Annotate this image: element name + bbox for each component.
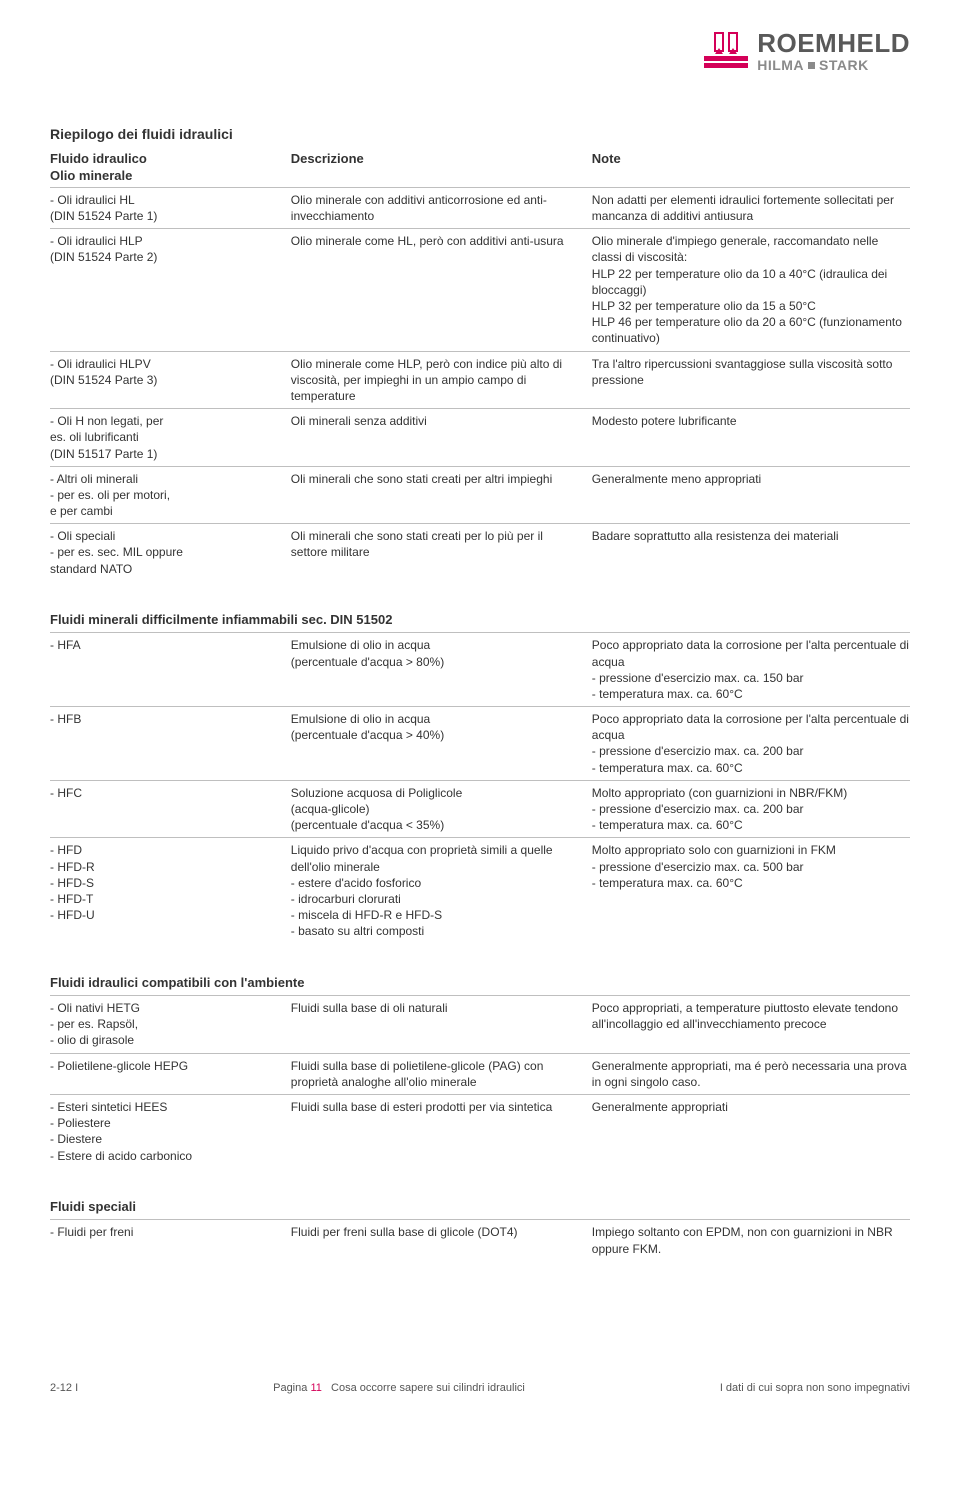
table-olio-minerale: Fluido idraulico Olio minerale Descrizio… bbox=[50, 150, 910, 581]
table-row: - Oli idraulici HL (DIN 51524 Parte 1)Ol… bbox=[50, 187, 910, 228]
cell: - HFC bbox=[50, 785, 291, 834]
col1-header: Fluido idraulico bbox=[50, 150, 281, 168]
table-speciali: - Fluidi per freniFluidi per freni sulla… bbox=[50, 1219, 910, 1260]
cell: - HFB bbox=[50, 711, 291, 776]
cell: Fluidi per freni sulla base di glicole (… bbox=[291, 1224, 592, 1256]
cell: - Esteri sintetici HEES - Poliestere - D… bbox=[50, 1099, 291, 1164]
cell: Fluidi sulla base di esteri prodotti per… bbox=[291, 1099, 592, 1164]
table-row: - Oli speciali - per es. sec. MIL oppure… bbox=[50, 523, 910, 581]
table-row: - HFBEmulsione di olio in acqua (percent… bbox=[50, 706, 910, 780]
cell: Liquido privo d'acqua con proprietà simi… bbox=[291, 842, 592, 939]
cell: Olio minerale come HLP, però con indice … bbox=[291, 356, 592, 405]
cell: Olio minerale con additivi anticorrosion… bbox=[291, 192, 592, 224]
cell: Oli minerali che sono stati creati per a… bbox=[291, 471, 592, 520]
table-ambiente: - Oli nativi HETG - per es. Rapsöl, - ol… bbox=[50, 995, 910, 1168]
footer-mid: Pagina 11 Cosa occorre sapere sui cilind… bbox=[273, 1381, 525, 1396]
cell: Emulsione di olio in acqua (percentuale … bbox=[291, 637, 592, 702]
table-row: - Fluidi per freniFluidi per freni sulla… bbox=[50, 1219, 910, 1260]
clamp-icon bbox=[703, 30, 749, 74]
table-row: - HFCSoluzione acquosa di Poliglicole (a… bbox=[50, 780, 910, 838]
footer-left: 2-12 I bbox=[50, 1381, 78, 1396]
cell: Tra l'altro ripercussioni svantaggiose s… bbox=[592, 356, 910, 405]
footer-right: I dati di cui sopra non sono impegnativi bbox=[720, 1381, 910, 1396]
section3-title: Fluidi idraulici compatibili con l'ambie… bbox=[50, 974, 910, 992]
cell: - Fluidi per freni bbox=[50, 1224, 291, 1256]
table-row: - Altri oli minerali - per es. oli per m… bbox=[50, 466, 910, 524]
cell: Generalmente appropriati bbox=[592, 1099, 910, 1164]
logo-main: ROEMHELD bbox=[757, 30, 910, 56]
cell: Molto appropriato solo con guarnizioni i… bbox=[592, 842, 910, 939]
cell: - Oli H non legati, per es. oli lubrific… bbox=[50, 413, 291, 462]
cell: Oli minerali senza additivi bbox=[291, 413, 592, 462]
page-header: ROEMHELD HILMASTARK bbox=[50, 30, 910, 75]
cell: - Oli idraulici HLPV (DIN 51524 Parte 3) bbox=[50, 356, 291, 405]
cell: Generalmente meno appropriati bbox=[592, 471, 910, 520]
col3-header: Note bbox=[592, 150, 910, 185]
logo-sub: HILMASTARK bbox=[757, 56, 869, 75]
cell: - Altri oli minerali - per es. oli per m… bbox=[50, 471, 291, 520]
section2-title: Fluidi minerali difficilmente infiammabi… bbox=[50, 611, 910, 629]
cell: Fluidi sulla base di polietilene-glicole… bbox=[291, 1058, 592, 1090]
cell: Badare soprattutto alla resistenza dei m… bbox=[592, 528, 910, 577]
cell: Non adatti per elementi idraulici fortem… bbox=[592, 192, 910, 224]
table-din51502: - HFAEmulsione di olio in acqua (percent… bbox=[50, 632, 910, 943]
table-row: - HFAEmulsione di olio in acqua (percent… bbox=[50, 632, 910, 706]
cell: Generalmente appropriati, ma é però nece… bbox=[592, 1058, 910, 1090]
table-row: - HFD - HFD-R - HFD-S - HFD-T - HFD-ULiq… bbox=[50, 837, 910, 943]
table-row: - Polietilene-glicole HEPGFluidi sulla b… bbox=[50, 1053, 910, 1094]
table-row: - Oli H non legati, per es. oli lubrific… bbox=[50, 408, 910, 466]
cell: Olio minerale d'impiego generale, raccom… bbox=[592, 233, 910, 346]
cell: Poco appropriato data la corrosione per … bbox=[592, 711, 910, 776]
page-number: 11 bbox=[310, 1382, 321, 1394]
cell: Olio minerale come HL, però con additivi… bbox=[291, 233, 592, 346]
table-row: - Oli idraulici HLPV (DIN 51524 Parte 3)… bbox=[50, 351, 910, 409]
cell: - HFD - HFD-R - HFD-S - HFD-T - HFD-U bbox=[50, 842, 291, 939]
cell: - Oli nativi HETG - per es. Rapsöl, - ol… bbox=[50, 1000, 291, 1049]
table-row: - Oli idraulici HLP (DIN 51524 Parte 2)O… bbox=[50, 228, 910, 350]
col1-subheader: Olio minerale bbox=[50, 167, 281, 185]
page-footer: 2-12 I Pagina 11 Cosa occorre sapere sui… bbox=[50, 1381, 910, 1396]
cell: Impiego soltanto con EPDM, non con guarn… bbox=[592, 1224, 910, 1256]
cell: - Oli idraulici HL (DIN 51524 Parte 1) bbox=[50, 192, 291, 224]
cell: - HFA bbox=[50, 637, 291, 702]
cell: Soluzione acquosa di Poliglicole (acqua-… bbox=[291, 785, 592, 834]
cell: Fluidi sulla base di oli naturali bbox=[291, 1000, 592, 1049]
cell: Oli minerali che sono stati creati per l… bbox=[291, 528, 592, 577]
table-row: - Esteri sintetici HEES - Poliestere - D… bbox=[50, 1094, 910, 1168]
table-header: Fluido idraulico Olio minerale Descrizio… bbox=[50, 150, 910, 185]
brand-logo: ROEMHELD HILMASTARK bbox=[703, 30, 910, 75]
col2-header: Descrizione bbox=[291, 150, 592, 185]
page-title: Riepilogo dei fluidi idraulici bbox=[50, 125, 910, 144]
cell: Modesto potere lubrificante bbox=[592, 413, 910, 462]
cell: Molto appropriato (con guarnizioni in NB… bbox=[592, 785, 910, 834]
cell: Poco appropriati, a temperature piuttost… bbox=[592, 1000, 910, 1049]
table-row: - Oli nativi HETG - per es. Rapsöl, - ol… bbox=[50, 995, 910, 1053]
cell: - Oli idraulici HLP (DIN 51524 Parte 2) bbox=[50, 233, 291, 346]
cell: - Polietilene-glicole HEPG bbox=[50, 1058, 291, 1090]
section4-title: Fluidi speciali bbox=[50, 1198, 910, 1216]
cell: - Oli speciali - per es. sec. MIL oppure… bbox=[50, 528, 291, 577]
cell: Poco appropriato data la corrosione per … bbox=[592, 637, 910, 702]
cell: Emulsione di olio in acqua (percentuale … bbox=[291, 711, 592, 776]
